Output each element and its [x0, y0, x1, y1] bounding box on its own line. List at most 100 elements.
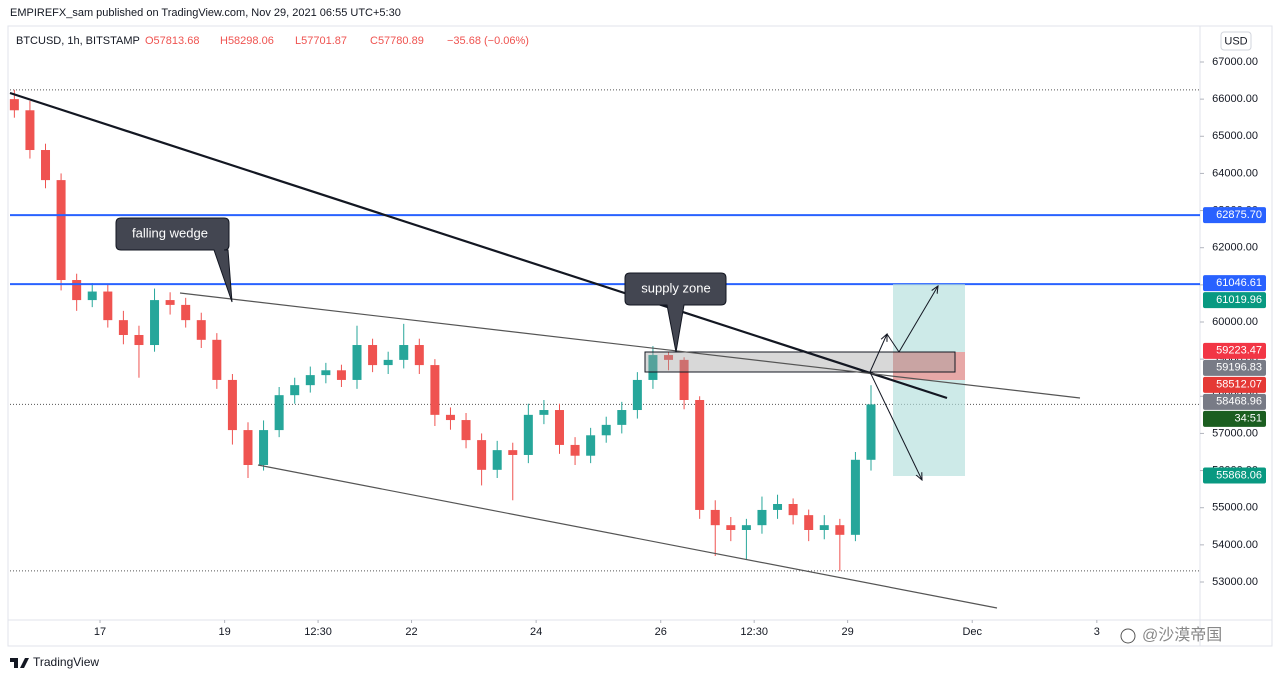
- y-tick-label: 60000.00: [1212, 316, 1258, 328]
- y-tick-label: 67000.00: [1212, 56, 1258, 68]
- candle-body: [664, 355, 674, 360]
- candle-body: [788, 503, 798, 516]
- candle-body: [773, 503, 783, 510]
- candle-body: [850, 459, 860, 535]
- x-tick-label: 22: [405, 626, 417, 638]
- pane: [7, 25, 1273, 647]
- candle-body: [695, 399, 705, 510]
- open: O57813.68: [145, 35, 199, 47]
- callout: [624, 272, 727, 353]
- stop-zone: [893, 352, 965, 380]
- candle-body: [570, 444, 580, 456]
- candle-body: [539, 410, 549, 415]
- candle-body: [399, 345, 409, 360]
- candle-body: [726, 525, 736, 531]
- watermark: @沙漠帝国: [1142, 626, 1222, 644]
- arrow: [898, 286, 938, 353]
- currency-button[interactable]: [1220, 31, 1252, 51]
- callout-text: supply zone: [641, 280, 710, 295]
- low: L57701.87: [295, 35, 347, 47]
- candle-body: [648, 355, 658, 380]
- logo: [10, 658, 29, 668]
- price-axis: 53000.0054000.0055000.0056000.0057000.00…: [1200, 56, 1266, 588]
- price-label: 59223.47: [1216, 345, 1262, 357]
- candle-body: [741, 525, 751, 531]
- x-tick-label: 12:30: [740, 626, 768, 638]
- candle-body: [804, 515, 814, 531]
- candle-body: [181, 304, 191, 321]
- brand: TradingView: [33, 655, 99, 669]
- watermark-icon: [1120, 628, 1136, 644]
- candle-body: [383, 359, 393, 366]
- candle-body: [461, 420, 471, 441]
- candle-body: [617, 410, 627, 425]
- y-tick-label: 64000.00: [1212, 167, 1258, 179]
- footer: TradingView @沙漠帝国: [10, 626, 1222, 669]
- plot: [9, 89, 1200, 623]
- candle-body: [41, 150, 51, 181]
- candle-body: [757, 509, 767, 526]
- candle-body: [414, 345, 424, 366]
- candle-body: [56, 180, 66, 281]
- price-label-box: [1203, 410, 1266, 427]
- candle-body: [601, 424, 611, 436]
- symbol: BTCUSD, 1h, BITSTAMP: [16, 35, 140, 47]
- candle-body: [523, 414, 533, 455]
- price-label-box: [1203, 359, 1266, 376]
- candle-body: [243, 430, 253, 465]
- candle-body: [445, 414, 455, 421]
- candle-body: [103, 291, 113, 321]
- x-tick-label: 29: [842, 626, 854, 638]
- candle-body: [118, 320, 128, 335]
- candle-body: [492, 450, 502, 470]
- candle-body: [305, 375, 315, 386]
- x-tick-label: 17: [94, 626, 106, 638]
- price-label-box: [1203, 376, 1266, 393]
- candle-body: [430, 365, 440, 415]
- candle-body: [9, 99, 19, 111]
- high: H58298.06: [220, 35, 274, 47]
- callout: [115, 217, 233, 303]
- candle-body: [259, 430, 269, 465]
- y-tick-label: 65000.00: [1212, 130, 1258, 142]
- currency-label[interactable]: USD: [1224, 35, 1247, 47]
- candle-body: [710, 509, 720, 526]
- x-tick-label: 3: [1094, 626, 1100, 638]
- price-label: 34:51: [1234, 413, 1262, 425]
- candle-body: [352, 345, 362, 380]
- arrow: [869, 371, 922, 480]
- y-tick-label: 55000.00: [1212, 502, 1258, 514]
- candle-body: [150, 300, 160, 346]
- price-label: 55868.06: [1216, 469, 1262, 481]
- arrow: [886, 333, 900, 353]
- price-label-box: [1203, 342, 1266, 359]
- candle-body: [196, 320, 206, 340]
- candle-body: [321, 370, 331, 376]
- candle-body: [508, 450, 518, 455]
- y-tick-label: 54000.00: [1212, 539, 1258, 551]
- candle-body: [274, 395, 284, 431]
- y-tick-label: 66000.00: [1212, 93, 1258, 105]
- candle-body: [72, 280, 82, 301]
- price-label: 62875.70: [1216, 209, 1262, 221]
- candle-body: [586, 435, 596, 456]
- change: −35.68 (−0.06%): [447, 35, 529, 47]
- candle-body: [227, 379, 237, 431]
- price-label: 58468.96: [1216, 396, 1262, 408]
- candle-body: [134, 334, 144, 346]
- supply-zone-box: [644, 351, 956, 373]
- price-label-box: [1203, 292, 1266, 309]
- wedge-lower: [257, 464, 998, 609]
- price-label-box: [1203, 275, 1266, 292]
- trend-line: [9, 91, 948, 400]
- candle-body: [368, 345, 378, 366]
- candle-body: [290, 385, 300, 396]
- candle-body: [25, 110, 35, 151]
- callout-text: falling wedge: [132, 225, 208, 240]
- candle-body: [554, 410, 564, 445]
- price-label-box: [1203, 393, 1266, 410]
- y-tick-label: 53000.00: [1212, 576, 1258, 588]
- candle-body: [819, 525, 829, 531]
